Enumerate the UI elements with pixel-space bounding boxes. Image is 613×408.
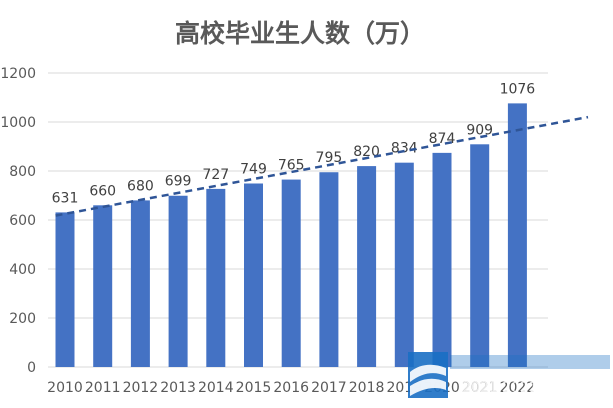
watermark-banner <box>450 355 610 369</box>
y-tick-label: 800 <box>9 164 36 180</box>
x-tick-label: 2014 <box>198 380 234 396</box>
x-axis-ticks: 2010 2011 2012 2013 2014 2015 2016 2017 2018 2019… <box>47 380 535 396</box>
y-tick-label: 200 <box>9 311 36 327</box>
bar <box>432 152 452 367</box>
x-tick-label: 2021 <box>462 380 498 396</box>
bar <box>319 172 339 367</box>
x-tick-label: 2016 <box>273 380 309 396</box>
data-label: 631 <box>52 190 79 206</box>
bars <box>55 103 527 367</box>
bar <box>394 162 414 367</box>
trendline <box>55 115 589 217</box>
bar <box>357 166 377 367</box>
data-label: 680 <box>127 178 154 194</box>
x-tick-label: 2012 <box>123 380 159 396</box>
data-label: 1076 <box>500 81 536 97</box>
data-labels: 631 660 680 699 727 749 765 795 820 834 874 909 1076 <box>52 81 536 206</box>
bar <box>281 179 301 367</box>
x-tick-label: 2022 <box>500 380 536 396</box>
bar <box>507 103 527 367</box>
x-tick-label: 2010 <box>47 380 83 396</box>
x-tick-label: 2015 <box>236 380 272 396</box>
y-tick-label: 1200 <box>0 66 36 82</box>
data-label: 660 <box>89 183 116 199</box>
bar <box>130 200 150 367</box>
data-label: 874 <box>429 131 456 147</box>
data-label: 765 <box>278 158 305 174</box>
bar <box>244 183 263 367</box>
data-label: 795 <box>316 150 343 166</box>
y-tick-label: 600 <box>9 213 36 229</box>
data-label: 909 <box>466 122 493 138</box>
y-tick-label: 1000 <box>0 115 36 131</box>
bar <box>93 205 113 367</box>
chart-title: 高校毕业生人数（万） <box>175 19 425 48</box>
data-label: 820 <box>353 144 380 160</box>
y-axis-ticks: 0 200 400 600 800 1000 1200 <box>0 66 36 376</box>
data-label: 834 <box>391 141 418 157</box>
bar <box>470 144 490 367</box>
data-label: 727 <box>202 167 229 183</box>
trend-line <box>55 115 589 217</box>
bar <box>168 195 188 367</box>
data-label: 749 <box>240 161 267 177</box>
data-label: 699 <box>165 174 192 190</box>
watermark-text: 2021 2021 <box>462 380 538 396</box>
x-tick-label: 2018 <box>349 380 385 396</box>
watermark-logo: 2021 2021 <box>408 352 610 398</box>
x-tick-label: 2011 <box>85 380 121 396</box>
bar <box>55 212 75 367</box>
y-tick-label: 400 <box>9 262 36 278</box>
x-tick-label: 2013 <box>160 380 196 396</box>
y-tick-label: 0 <box>27 360 36 376</box>
bar <box>206 188 226 367</box>
x-tick-label: 2017 <box>311 380 347 396</box>
